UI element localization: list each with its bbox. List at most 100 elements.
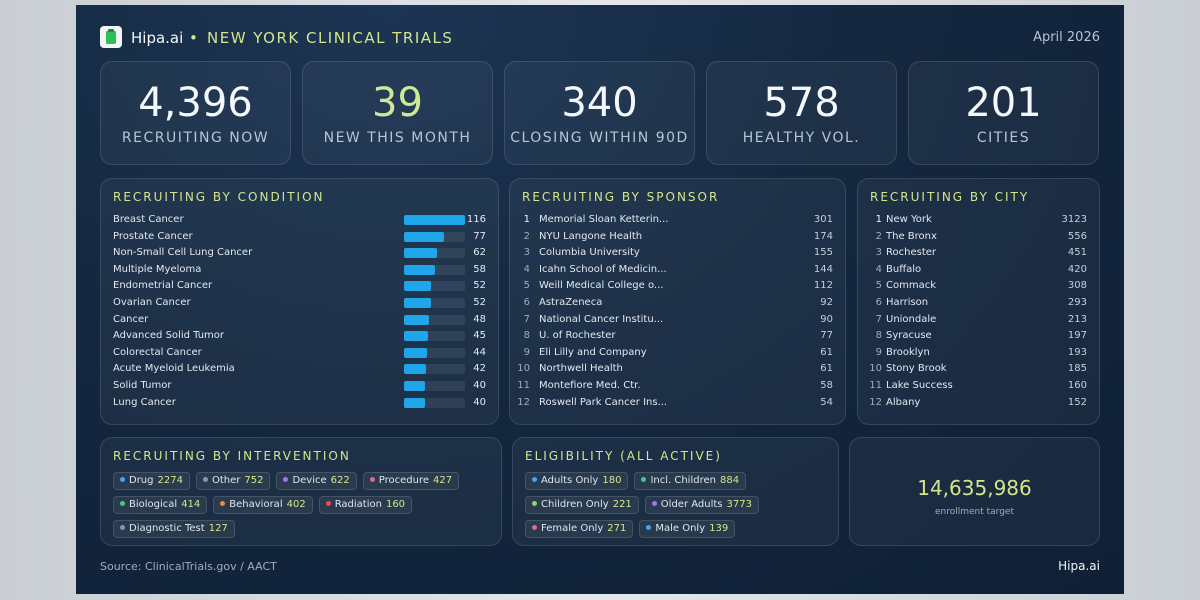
tag: Behavioral 402 [213,496,313,514]
section-title: RECRUITING BY CONDITION [113,190,325,204]
bar-row: Non-Small Cell Lung Cancer 62 [101,245,498,261]
bar [404,298,432,308]
bar-row: Prostate Cancer 77 [101,229,498,245]
category-label: Multiple Myeloma [113,263,202,275]
list-row: 12 Roswell Park Cancer Ins... 54 [510,395,845,411]
section-title: RECRUITING BY INTERVENTION [113,449,351,463]
intervention-panel: RECRUITING BY INTERVENTION Drug 2274 Other… [100,437,502,546]
list-count: 112 [813,280,833,292]
kpi-value: 39 [372,80,423,126]
footer-brand: Hipa.ai [1058,559,1100,573]
list-name: Stony Brook [886,363,947,375]
tag-dot [202,477,208,482]
tag: Children Only 221 [525,496,639,514]
bar [404,347,428,358]
rank: 8 [875,330,882,342]
tag-name: Device [292,475,327,486]
tag-dot [120,501,125,506]
category-label: Lung Cancer [113,396,176,408]
tag-count: 180 [602,475,622,486]
date: April 2026 [1033,30,1100,45]
tag-count: 622 [330,475,350,486]
tag-count: 414 [181,499,201,510]
value-label: 52 [473,297,486,308]
bar [404,364,427,375]
tag: Drug 2274 [113,472,190,490]
bar-row: Solid Tumor 40 [101,378,498,394]
tag-dot [369,477,375,482]
list-count: 77 [820,330,833,342]
tag: Biological 414 [113,496,208,514]
tag-name: Drug [129,475,154,486]
bar-track [404,381,465,391]
tag-count: 221 [612,499,632,510]
tag-count: 752 [244,475,264,486]
list-name: Memorial Sloan Ketterin... [539,214,669,225]
condition-panel: RECRUITING BY CONDITION Breast Cancer 116… [100,178,499,425]
rank: 7 [523,313,530,325]
tag-count: 3773 [726,499,752,510]
list-name: Brooklyn [886,346,930,358]
kpi-card: 39 NEW THIS MONTH [302,61,493,165]
tag-name: Male Only [655,523,706,534]
value-label: 62 [473,247,486,259]
bar-track [404,298,465,308]
tag-count: 884 [719,475,740,486]
tag-count: 2274 [157,475,183,486]
kpi-value: 578 [763,80,840,126]
rank: 2 [875,230,882,242]
eligibility-panel: ELIGIBILITY (ALL ACTIVE) Adults Only 180 I… [512,437,839,546]
tag: Radiation 160 [318,496,413,514]
list-row: 7 National Cancer Institu... 90 [510,312,845,328]
list-count: 301 [813,214,833,225]
category-label: Ovarian Cancer [113,297,191,308]
tag-name: Incl. Children [650,475,716,486]
enrollment-value: 14,635,986 [917,476,1032,500]
kpi-value: 201 [965,80,1042,126]
kpi-card: 4,396 RECRUITING NOW [100,61,291,165]
enrollment-panel: 14,635,986 enrollment target [849,437,1100,546]
list-row: 2 The Bronx 556 [858,229,1099,245]
tag-list: Adults Only 180 Incl. Children 884 Children … [525,472,826,538]
list-name: Albany [886,396,921,408]
rank: 7 [875,313,882,325]
list-row: 2 NYU Langone Health 174 [510,229,845,245]
bar-track [404,264,465,275]
list-row: 11 Lake Success 160 [858,378,1099,394]
category-label: Acute Myeloid Leukemia [113,363,235,375]
list-row: 5 Commack 308 [858,278,1099,294]
bar [404,381,426,391]
list-count: 152 [1067,396,1087,408]
rank: 12 [869,396,882,408]
bar [404,231,445,242]
section-title: ELIGIBILITY (ALL ACTIVE) [525,449,722,463]
kpi-card: 340 CLOSING WITHIN 90D [504,61,695,165]
bar [404,264,435,275]
list-count: 293 [1067,297,1087,308]
enrollment-label: enrollment target [934,507,1014,517]
kpi-value: 340 [561,80,638,126]
kpi-label: CLOSING WITHIN 90D [510,130,689,146]
list-count: 185 [1067,363,1087,375]
category-label: Non-Small Cell Lung Cancer [113,247,253,259]
tag-dot [532,477,537,482]
list-row: 4 Icahn School of Medicin... 144 [510,262,845,278]
list-name: Montefiore Med. Ctr. [539,380,641,391]
tag-name: Adults Only [541,475,599,486]
value-label: 48 [473,313,486,325]
rank: 10 [517,363,530,375]
value-label: 45 [473,330,486,342]
rank: 11 [517,380,530,391]
list-name: Weill Medical College o... [539,280,664,292]
rank: 10 [869,363,882,375]
list-row: 5 Weill Medical College o... 112 [510,278,845,294]
bar [404,215,465,225]
tag-dot [283,477,289,482]
list-row: 12 Albany 152 [858,395,1099,411]
tag: Device 622 [276,472,357,490]
list-name: Syracuse [886,330,932,342]
bar-track [404,248,465,259]
tag: Older Adults 3773 [644,496,759,514]
bar [404,281,432,292]
list-row: 8 U. of Rochester 77 [510,328,845,344]
